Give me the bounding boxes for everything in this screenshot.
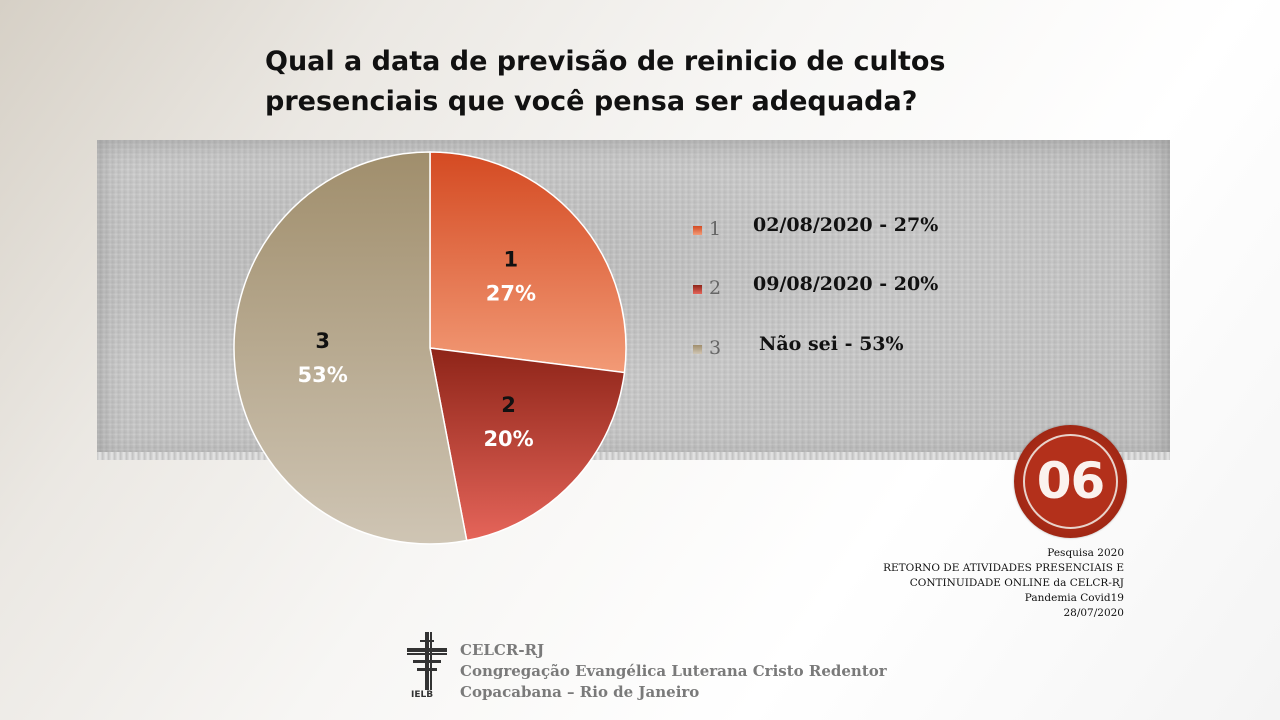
band-bottom-edge	[97, 452, 1170, 460]
legend-label-3: Não sei - 53%	[759, 333, 904, 355]
legend-label-2: 09/08/2020 - 20%	[753, 273, 939, 295]
legend-number-1: 1	[709, 218, 722, 240]
pie-slice-3	[233, 151, 468, 545]
footer: CELCR-RJ Congregação Evangélica Luterana…	[460, 640, 887, 703]
survey-info-line-3: CONTINUIDADE ONLINE da CELCR-RJ	[909, 577, 1124, 589]
slide-title-line-1: Qual a data de previsão de reinicio de c…	[265, 46, 946, 77]
legend-swatch-1	[693, 226, 702, 235]
survey-info-line-5: 28/07/2020	[1063, 607, 1124, 619]
slide-number-badge: 06	[1014, 425, 1127, 538]
pie-slice-2	[429, 347, 626, 542]
legend-number-2: 2	[709, 277, 722, 299]
legend-swatch-3	[693, 345, 702, 354]
survey-info: Pesquisa 2020 RETORNO DE ATIVIDADES PRES…	[820, 546, 1124, 621]
footer-org-code: CELCR-RJ	[460, 641, 545, 659]
legend-label-1: 02/08/2020 - 27%	[753, 214, 939, 236]
pie-slice-label-3: 3	[315, 329, 330, 353]
survey-info-line-1: Pesquisa 2020	[1047, 547, 1124, 559]
footer-org-name: Congregação Evangélica Luterana Cristo R…	[460, 662, 887, 680]
pie-slice-1	[429, 151, 627, 374]
logo-text: IELB	[411, 690, 434, 700]
pie-slice-value-2: 20%	[483, 427, 533, 451]
badge-inner-ring	[1023, 434, 1118, 529]
slide-title-line-2: presenciais que você pensa ser adequada?	[265, 86, 918, 117]
pie-slice-value-1: 27%	[486, 282, 536, 306]
badge-number: 06	[1036, 452, 1106, 510]
cross-logo-icon: IELB	[403, 630, 453, 705]
legend-number-3: 3	[709, 337, 722, 359]
slide-title: Qual a data de previsão de reinicio de c…	[265, 42, 1025, 122]
pie-slice-label-1: 1	[504, 248, 519, 272]
survey-info-line-2: RETORNO DE ATIVIDADES PRESENCIAIS E	[883, 562, 1124, 574]
pie-slice-label-2: 2	[501, 393, 516, 417]
survey-info-line-4: Pandemia Covid19	[1024, 592, 1124, 604]
legend-swatch-2	[693, 285, 702, 294]
footer-location: Copacabana – Rio de Janeiro	[460, 683, 700, 701]
pie-slice-value-3: 53%	[298, 363, 348, 387]
